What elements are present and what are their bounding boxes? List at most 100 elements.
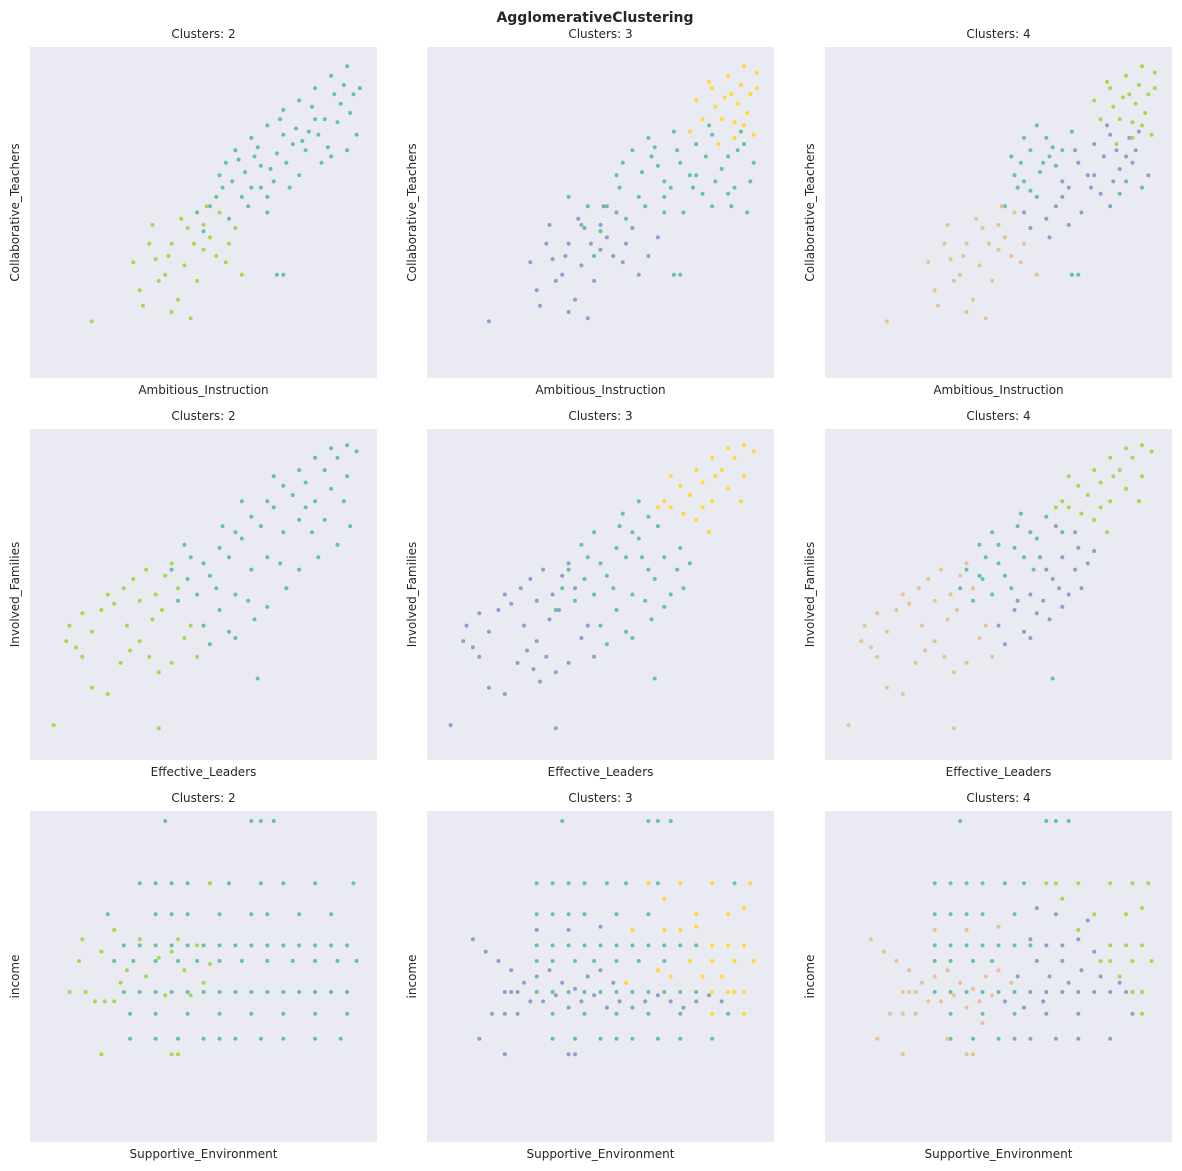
data-point-cluster-0: [566, 567, 571, 572]
data-point-cluster-2: [742, 474, 746, 479]
data-point-cluster-0: [1076, 272, 1081, 277]
data-point-cluster-1: [534, 927, 539, 932]
data-point-cluster-1: [1130, 160, 1135, 165]
data-point-cluster-1: [630, 1005, 635, 1010]
data-point-cluster-3: [958, 272, 963, 277]
data-point-cluster-2: [687, 959, 692, 963]
data-point-cluster-0: [996, 1036, 1001, 1041]
data-point-cluster-0: [313, 881, 318, 886]
data-point-cluster-0: [128, 1036, 133, 1041]
data-point-cluster-3: [971, 586, 975, 591]
data-point-cluster-2: [1120, 95, 1125, 100]
data-point-cluster-2: [1124, 73, 1129, 78]
data-point-cluster-0: [249, 1011, 254, 1016]
data-point-cluster-3: [983, 974, 988, 979]
data-point-cluster-3: [919, 623, 924, 628]
data-point-cluster-0: [729, 204, 734, 209]
data-point-cluster-2: [646, 881, 651, 886]
data-point-cluster-1: [153, 592, 158, 597]
data-point-cluster-0: [713, 179, 718, 184]
data-point-cluster-0: [996, 943, 1001, 948]
data-point-cluster-2: [713, 104, 718, 109]
data-point-cluster-0: [932, 881, 937, 886]
data-point-cluster-0: [201, 229, 206, 234]
data-point-cluster-0: [948, 943, 953, 948]
data-point-cluster-1: [502, 990, 507, 994]
data-point-cluster-1: [531, 667, 536, 672]
data-point-cluster-1: [1022, 629, 1026, 634]
data-point-cluster-0: [977, 573, 982, 578]
data-point-cluster-1: [1015, 974, 1020, 979]
data-point-cluster-0: [1034, 194, 1039, 199]
data-point-cluster-1: [547, 617, 552, 622]
data-point-cluster-1: [121, 586, 126, 591]
data-point-cluster-0: [1034, 123, 1039, 128]
data-point-cluster-0: [646, 943, 651, 948]
data-point-cluster-0: [948, 990, 953, 994]
data-point-cluster-0: [598, 623, 603, 628]
data-point-cluster-0: [313, 990, 318, 994]
data-point-cluster-1: [521, 623, 526, 628]
data-point-cluster-0: [687, 173, 692, 178]
data-point-cluster-1: [537, 679, 542, 684]
data-point-cluster-1: [144, 567, 149, 572]
data-point-cluster-3: [907, 601, 912, 606]
data-point-cluster-0: [748, 179, 753, 184]
data-point-cluster-2: [732, 990, 737, 994]
data-point-cluster-2: [732, 959, 737, 963]
data-point-cluster-0: [105, 912, 110, 917]
x-axis-label: Supportive_Environment: [925, 1147, 1073, 1161]
data-point-cluster-0: [1053, 819, 1058, 823]
data-point-cluster-1: [477, 654, 482, 659]
data-point-cluster-0: [227, 555, 231, 560]
data-point-cluster-2: [1111, 104, 1116, 109]
data-point-cluster-0: [932, 912, 937, 917]
scatter-points: [846, 443, 1154, 731]
data-point-cluster-1: [1076, 160, 1081, 165]
data-point-cluster-0: [306, 129, 311, 134]
data-point-cluster-1: [592, 654, 597, 659]
data-point-cluster-0: [566, 912, 571, 917]
data-point-cluster-0: [703, 154, 708, 159]
data-point-cluster-2: [748, 92, 753, 97]
data-point-cluster-3: [884, 685, 889, 690]
data-point-cluster-0: [268, 167, 273, 171]
data-point-cluster-2: [726, 73, 731, 78]
data-point-cluster-1: [655, 235, 660, 240]
data-point-cluster-0: [604, 573, 609, 578]
data-point-cluster-0: [297, 990, 302, 994]
data-point-cluster-1: [233, 226, 238, 230]
data-point-cluster-1: [214, 254, 219, 258]
data-point-cluster-0: [1053, 163, 1058, 168]
data-point-cluster-3: [932, 927, 937, 932]
data-point-cluster-1: [1133, 148, 1138, 153]
data-point-cluster-2: [1124, 446, 1129, 451]
data-point-cluster-0: [325, 145, 330, 150]
subplot-r2c2: Clusters: 3 Effective_Leaders Involved_F…: [405, 409, 774, 779]
data-point-cluster-0: [201, 623, 206, 628]
data-point-cluster-0: [265, 555, 270, 560]
data-point-cluster-1: [182, 636, 187, 640]
data-point-cluster-1: [1108, 1036, 1113, 1041]
data-point-cluster-2: [1130, 135, 1135, 140]
scatter-points: [486, 64, 759, 324]
data-point-cluster-0: [332, 92, 337, 97]
data-point-cluster-3: [980, 226, 985, 230]
data-point-cluster-0: [582, 990, 587, 994]
figure-title: AgglomerativeClustering: [496, 10, 693, 26]
data-point-cluster-2: [687, 493, 692, 497]
data-point-cluster-2: [1130, 120, 1135, 125]
y-axis-label: income: [405, 955, 419, 999]
data-point-cluster-3: [1009, 254, 1014, 258]
data-point-cluster-0: [620, 511, 625, 516]
data-point-cluster-1: [118, 980, 123, 985]
data-point-cluster-2: [742, 943, 746, 948]
data-point-cluster-0: [322, 517, 327, 522]
data-point-cluster-1: [477, 1036, 482, 1041]
data-point-cluster-3: [939, 567, 944, 572]
data-point-cluster-3: [958, 573, 963, 578]
data-point-cluster-2: [719, 468, 724, 473]
data-point-cluster-0: [271, 819, 276, 823]
data-point-cluster-1: [1114, 148, 1119, 153]
data-point-cluster-0: [630, 592, 635, 597]
